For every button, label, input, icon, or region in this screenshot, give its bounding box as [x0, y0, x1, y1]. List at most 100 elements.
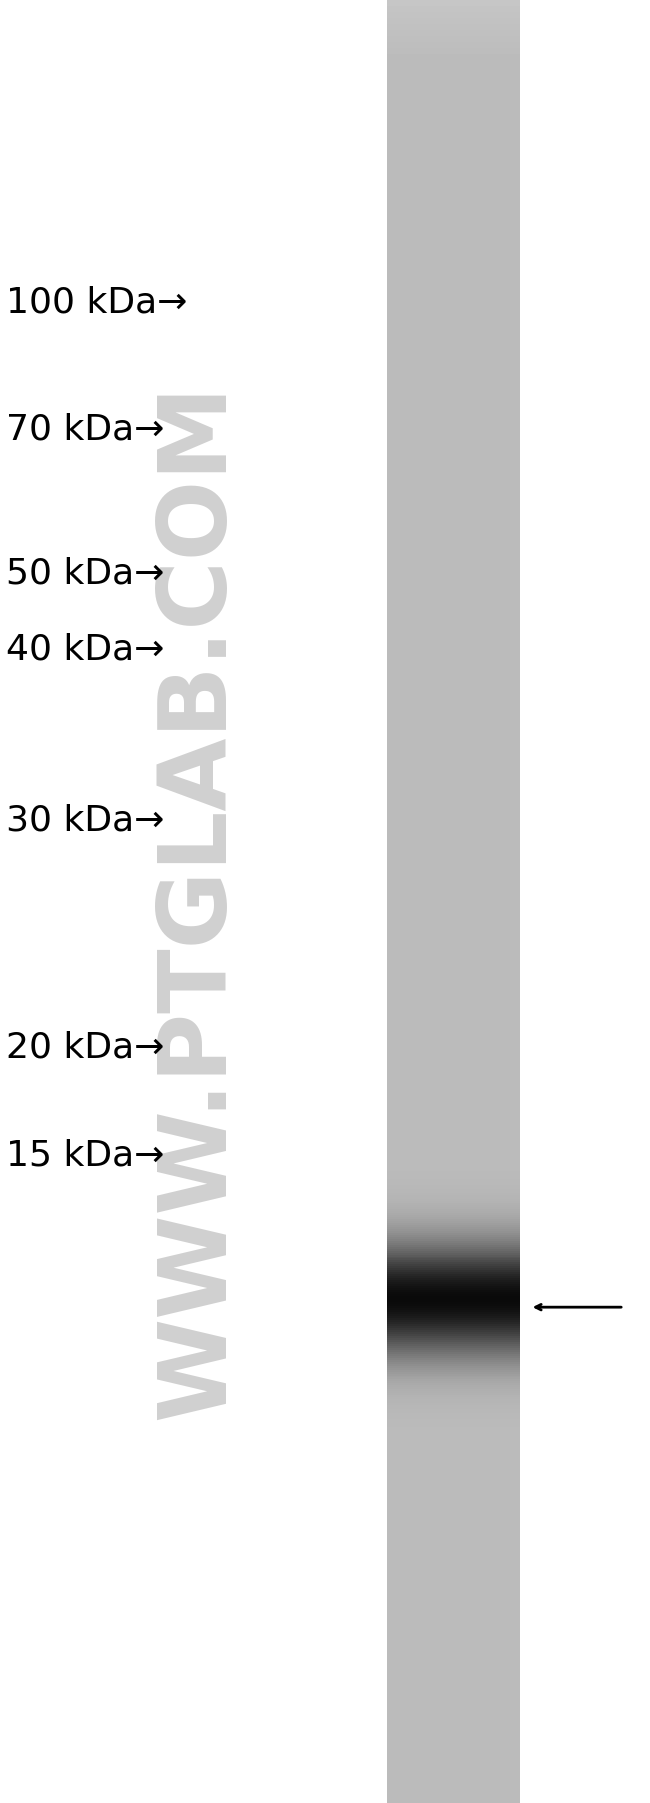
- Bar: [387, 505, 520, 510]
- Text: 50 kDa→: 50 kDa→: [6, 557, 165, 590]
- Bar: [387, 103, 520, 108]
- Bar: [387, 1352, 520, 1358]
- Bar: [387, 1150, 520, 1152]
- Bar: [387, 427, 520, 433]
- Bar: [387, 1221, 520, 1226]
- Bar: [387, 1262, 520, 1268]
- Bar: [387, 355, 520, 361]
- Bar: [387, 193, 520, 198]
- Bar: [387, 150, 520, 157]
- Bar: [387, 96, 520, 103]
- Bar: [387, 1134, 520, 1136]
- Bar: [387, 752, 520, 757]
- Bar: [387, 781, 520, 788]
- Bar: [387, 673, 520, 680]
- Bar: [387, 1316, 520, 1322]
- Bar: [387, 691, 520, 698]
- Bar: [387, 180, 520, 186]
- Bar: [387, 319, 520, 325]
- Bar: [387, 1610, 520, 1617]
- Bar: [387, 1419, 520, 1421]
- Bar: [387, 992, 520, 997]
- Bar: [387, 517, 520, 523]
- Bar: [387, 1419, 520, 1424]
- Bar: [387, 1237, 520, 1239]
- Bar: [387, 1127, 520, 1129]
- Bar: [387, 420, 520, 427]
- Bar: [387, 847, 520, 853]
- Bar: [387, 1213, 520, 1215]
- Bar: [387, 1181, 520, 1183]
- Bar: [387, 1520, 520, 1527]
- Bar: [387, 1244, 520, 1246]
- Bar: [387, 1105, 520, 1107]
- Bar: [387, 240, 520, 247]
- Bar: [387, 312, 520, 319]
- Bar: [387, 126, 520, 132]
- Bar: [387, 1291, 520, 1293]
- Bar: [387, 1239, 520, 1244]
- Bar: [387, 1203, 520, 1204]
- Bar: [387, 1486, 520, 1489]
- Bar: [387, 1268, 520, 1275]
- Bar: [387, 157, 520, 162]
- Bar: [387, 1320, 520, 1322]
- Bar: [387, 1713, 520, 1718]
- Bar: [387, 1190, 520, 1195]
- Bar: [387, 41, 520, 49]
- Bar: [387, 18, 520, 23]
- Bar: [387, 1311, 520, 1313]
- Bar: [387, 1246, 520, 1248]
- Bar: [387, 564, 520, 572]
- Bar: [387, 1118, 520, 1123]
- Bar: [387, 1767, 520, 1772]
- Bar: [387, 1102, 520, 1103]
- Bar: [387, 1248, 520, 1251]
- Bar: [387, 1343, 520, 1345]
- Bar: [387, 23, 520, 31]
- Bar: [387, 1623, 520, 1628]
- Bar: [387, 1076, 520, 1082]
- Bar: [387, 1446, 520, 1450]
- Bar: [387, 680, 520, 685]
- Bar: [387, 1161, 520, 1163]
- Bar: [387, 559, 520, 564]
- Bar: [387, 229, 520, 234]
- Bar: [387, 1224, 520, 1226]
- Bar: [387, 1338, 520, 1340]
- Bar: [387, 1028, 520, 1033]
- Bar: [387, 644, 520, 649]
- Bar: [387, 1179, 520, 1181]
- Bar: [387, 361, 520, 366]
- Bar: [387, 757, 520, 763]
- Bar: [387, 721, 520, 727]
- Bar: [387, 1405, 520, 1406]
- Bar: [387, 1451, 520, 1453]
- Bar: [387, 1103, 520, 1105]
- Bar: [387, 907, 520, 914]
- Bar: [387, 1659, 520, 1664]
- Bar: [387, 49, 520, 54]
- Bar: [387, 1599, 520, 1605]
- Bar: [387, 1314, 520, 1316]
- Bar: [387, 631, 520, 636]
- Bar: [387, 1233, 520, 1235]
- Bar: [387, 1257, 520, 1262]
- Bar: [387, 1363, 520, 1365]
- Bar: [387, 1695, 520, 1700]
- Bar: [387, 1392, 520, 1394]
- Bar: [387, 1260, 520, 1262]
- Bar: [387, 1296, 520, 1298]
- Bar: [387, 1489, 520, 1491]
- Bar: [387, 1410, 520, 1412]
- Bar: [387, 1502, 520, 1509]
- Bar: [387, 1154, 520, 1159]
- Bar: [387, 0, 520, 5]
- Bar: [387, 829, 520, 835]
- Bar: [387, 1478, 520, 1484]
- Bar: [387, 1190, 520, 1192]
- Bar: [387, 1491, 520, 1493]
- Bar: [387, 1116, 520, 1118]
- Bar: [387, 397, 520, 402]
- Bar: [387, 745, 520, 752]
